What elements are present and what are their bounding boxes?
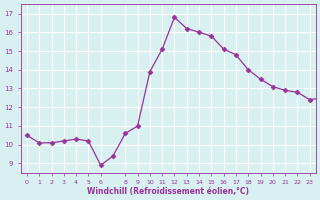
X-axis label: Windchill (Refroidissement éolien,°C): Windchill (Refroidissement éolien,°C) (87, 187, 249, 196)
